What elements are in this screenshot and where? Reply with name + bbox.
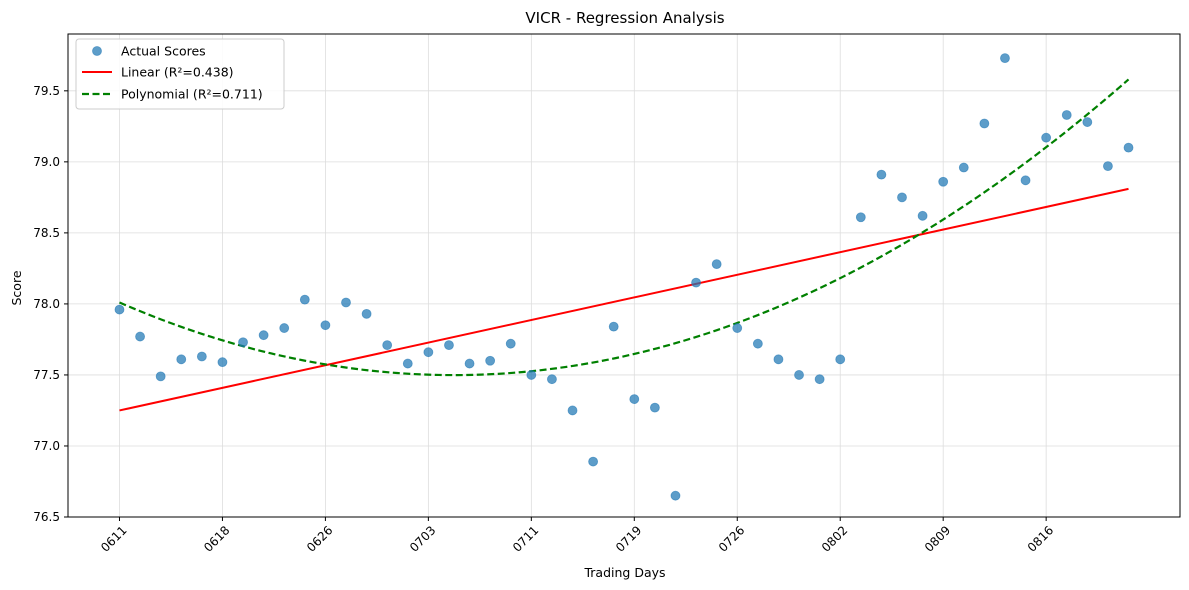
x-tick-label: 0719 [613,523,644,554]
x-axis-ticks: 0611 0618 0626 0703 0711 0719 0726 0802 0809 0816 [98,517,1056,555]
scatter-point [670,490,681,501]
scatter-point [547,374,557,385]
scatter-point [958,162,969,173]
scatter-point [1123,142,1134,153]
scatter-point [464,358,475,369]
scatter-point [1041,132,1052,143]
scatter-point [814,374,825,385]
y-tick-label: 78.0 [33,297,60,311]
y-tick-label: 77.5 [33,368,60,382]
scatter-point [176,354,187,365]
chart-title: VICR - Regression Analysis [525,9,724,27]
scatter-point [1082,117,1093,127]
scatter-point [320,320,331,331]
x-axis-label: Trading Days [583,565,665,580]
scatter-point [196,351,207,362]
scatter-point [341,297,351,308]
scatter-point [917,210,928,221]
scatter-point [938,176,949,187]
scatter-point [732,323,743,333]
scatter-point [526,370,537,380]
scatter-point [773,354,784,365]
scatter-point [691,277,701,288]
x-tick-label: 0618 [201,523,232,554]
legend-box [75,38,285,110]
x-tick-label: 0703 [407,523,438,554]
scatter-point [1103,161,1113,172]
scatter-points [114,53,1134,501]
x-tick-label: 0726 [716,523,747,554]
scatter-point [155,371,166,382]
legend-marker-scatter [92,46,102,56]
scatter-point [423,347,434,358]
y-axis-label: Score [9,270,24,305]
regression-lines [119,78,1130,412]
scatter-point [114,304,125,315]
scatter-point [217,357,228,368]
scatter-point [588,456,599,467]
scatter-point [979,118,990,129]
linear-fit-line [119,187,1129,412]
x-tick-label: 0802 [819,523,850,554]
scatter-point [135,331,145,342]
x-tick-label: 0611 [98,523,129,554]
legend-label: Actual Scores [121,44,206,59]
y-tick-label: 79.0 [33,155,60,169]
scatter-point [299,294,310,305]
scatter-point [897,192,907,203]
y-axis-ticks: 76.5 77.0 77.5 78.0 78.5 79.0 79.5 [33,84,68,524]
scatter-point [505,338,516,349]
scatter-point [402,358,413,369]
x-tick-label: 0626 [304,523,335,554]
scatter-point [649,402,660,413]
scatter-point [279,323,290,333]
x-tick-label: 0816 [1025,523,1056,554]
scatter-point [629,394,640,404]
plot-frame [67,33,1181,518]
scatter-point [238,337,248,348]
scatter-point [1020,175,1031,186]
scatter-point [361,308,372,319]
y-tick-label: 77.0 [33,439,60,453]
scatter-point [711,259,722,270]
scatter-point [258,330,269,341]
y-tick-label: 79.5 [33,84,60,98]
scatter-point [485,355,496,366]
scatter-point [794,370,804,380]
scatter-point [567,405,578,416]
legend-label: Linear (R²=0.438) [121,65,234,80]
legend-label: Polynomial (R²=0.711) [121,87,263,102]
scatter-point [855,212,866,223]
y-tick-label: 78.5 [33,226,60,240]
x-tick-label: 0809 [922,523,953,554]
y-tick-label: 76.5 [33,510,60,524]
scatter-point [444,340,454,351]
scatter-point [835,354,846,365]
x-tick-label: 0711 [510,523,541,554]
legend: Actual Scores Linear (R²=0.438) Polynomial… [75,38,285,110]
scatter-point [752,338,763,349]
scatter-point [608,321,619,332]
scatter-point [1061,110,1072,120]
scatter-point [382,340,393,351]
polynomial-fit-curve [119,78,1130,377]
scatter-point [876,169,887,180]
scatter-point [1000,53,1010,64]
